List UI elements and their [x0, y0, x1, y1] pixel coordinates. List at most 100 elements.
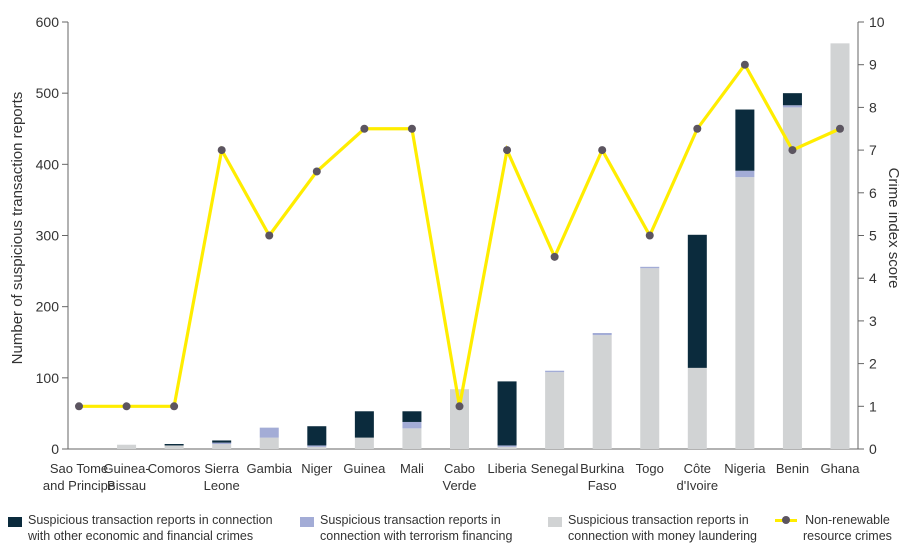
- bar-segment: [545, 370, 565, 373]
- bar-segment: [307, 426, 327, 446]
- category-label: Guinea-Bissau: [103, 461, 149, 493]
- bar-segment: [782, 107, 802, 450]
- bar-segment: [830, 43, 850, 449]
- right-tick-label: 8: [869, 99, 877, 115]
- line-point: [598, 146, 607, 155]
- bar-segment: [307, 445, 327, 447]
- category-label: Burkina Faso: [580, 461, 625, 493]
- line-point: [455, 402, 464, 411]
- line-point: [788, 146, 797, 155]
- bar-segment: [687, 367, 707, 449]
- bar-segment: [212, 442, 232, 445]
- legend-marker: [782, 516, 790, 524]
- right-tick-label: 4: [869, 270, 877, 286]
- line-point: [740, 60, 749, 69]
- line-point: [693, 124, 702, 133]
- category-labels: Sao Tome and PrincipeGuinea-BissauComoros…: [43, 461, 860, 493]
- right-tick-label: 3: [869, 313, 877, 329]
- line-point: [550, 252, 559, 261]
- legend-swatch: [8, 517, 22, 527]
- bar-segment: [735, 177, 755, 450]
- category-label: Nigeria: [724, 461, 766, 476]
- right-tick-label: 6: [869, 185, 877, 201]
- legend-label: Suspicious transaction reports in connec…: [28, 513, 273, 543]
- bar-segment: [307, 446, 327, 449]
- category-label: Senegal: [531, 461, 579, 476]
- bar-segment: [402, 428, 422, 449]
- right-y-axis-title: Crime index score: [885, 168, 899, 289]
- bar-segment: [592, 335, 612, 449]
- right-tick-label: 2: [869, 356, 877, 372]
- series-line: [79, 61, 841, 408]
- category-label: Guinea: [343, 461, 386, 476]
- bar-segment: [259, 427, 279, 438]
- right-tick-label: 10: [869, 14, 885, 30]
- line-point: [312, 167, 321, 176]
- line-point: [407, 124, 416, 133]
- bar-segment: [592, 332, 612, 336]
- bar-segment: [259, 437, 279, 449]
- left-axis-ticks: 0 100 200 300 400 500 600: [36, 14, 69, 457]
- line-point: [836, 124, 844, 133]
- bar-segment: [402, 411, 422, 422]
- bar-segment: [735, 170, 755, 178]
- right-axis-ticks: 0 1 2 3 4 5 6 7 8 9 10: [68, 14, 885, 457]
- line-point: [170, 402, 179, 411]
- bar-segment: [497, 446, 517, 449]
- line-point: [503, 146, 512, 155]
- bar-segment: [497, 381, 517, 446]
- bar-segment: [164, 445, 184, 449]
- bar-segment: [640, 266, 660, 269]
- bar-segment: [545, 372, 565, 449]
- bar-series: [117, 43, 850, 450]
- line-point: [360, 124, 369, 133]
- category-label: Benin: [776, 461, 809, 476]
- bar-segment: [354, 411, 374, 438]
- bar-segment: [497, 445, 517, 447]
- left-tick-label: 600: [36, 14, 60, 30]
- category-label: Sierra Leone: [204, 461, 240, 493]
- left-tick-label: 400: [36, 156, 60, 172]
- category-label: Comoros: [148, 461, 201, 476]
- left-tick-label: 500: [36, 85, 60, 101]
- legend-swatch: [775, 516, 797, 524]
- right-tick-label: 1: [869, 398, 877, 414]
- category-label: Togo: [636, 461, 664, 476]
- left-tick-label: 200: [36, 299, 60, 315]
- y-axis-title: Number of suspicious transaction reports: [9, 92, 26, 365]
- right-tick-label: 7: [869, 142, 877, 158]
- legend-label: Suspicious transaction reports in connect…: [568, 513, 758, 543]
- bar-segment: [782, 93, 802, 106]
- bar-segment: [117, 444, 137, 449]
- bar-segment: [450, 389, 469, 449]
- legend-swatch: [548, 517, 562, 527]
- category-label: Mali: [400, 461, 424, 476]
- right-tick-label: 9: [869, 57, 877, 73]
- category-label: Ghana: [820, 461, 860, 476]
- bar-segment: [164, 444, 184, 446]
- legend-label: Suspicious transaction reports in connect…: [320, 513, 513, 543]
- line-point: [265, 231, 274, 240]
- left-tick-label: 0: [51, 441, 59, 457]
- category-label: Cabo Verde: [443, 461, 477, 493]
- line-point: [122, 402, 131, 411]
- category-label: Gambia: [246, 461, 292, 476]
- bar-segment: [212, 444, 232, 449]
- bar-segment: [687, 234, 707, 368]
- bar-segment: [735, 109, 755, 171]
- bar-segment: [402, 421, 422, 429]
- legend: Suspicious transaction reports in connec…: [0, 512, 899, 548]
- bar-segment: [782, 105, 802, 108]
- category-label: Niger: [301, 461, 333, 476]
- left-tick-label: 300: [36, 228, 60, 244]
- legend-swatch: [300, 517, 314, 527]
- category-label: Liberia: [488, 461, 528, 476]
- legend-label: Non-renewable resource crimes: [803, 513, 892, 543]
- bar-segment: [354, 437, 374, 449]
- bar-segment: [212, 440, 232, 443]
- chart-area: 0 100 200 300 400 500 600 0 1 2 3 4 5 6 7 8 9 10 Sao Tom…: [9, 14, 899, 493]
- category-label: Côte d'Ivoire: [677, 461, 719, 493]
- category-label: Sao Tome and Principe: [43, 461, 115, 493]
- left-tick-label: 100: [36, 370, 60, 386]
- right-tick-label: 5: [869, 228, 877, 244]
